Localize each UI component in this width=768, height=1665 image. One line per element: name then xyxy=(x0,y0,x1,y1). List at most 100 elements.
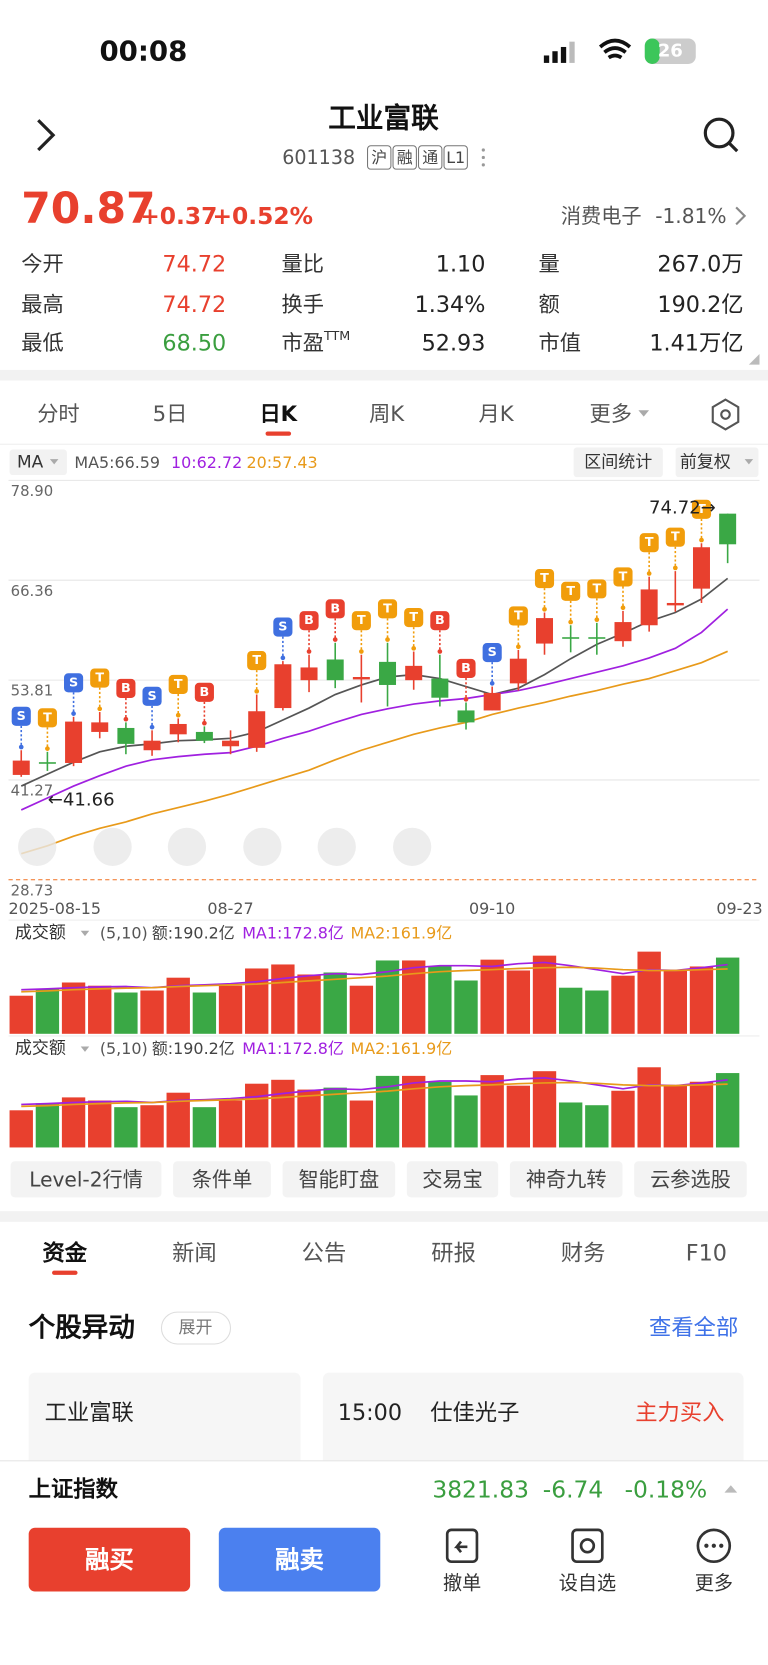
signal-marker xyxy=(273,617,293,637)
clock: 00:08 xyxy=(99,35,187,68)
signal-dot xyxy=(385,637,390,642)
more-icon[interactable] xyxy=(696,1528,732,1564)
back-button[interactable] xyxy=(37,119,56,152)
cancel-icon[interactable] xyxy=(445,1528,479,1564)
chart-control[interactable] xyxy=(167,827,207,866)
signal-marker xyxy=(482,643,502,663)
news-tab[interactable]: F10 xyxy=(686,1241,727,1267)
adjust: 前复权 xyxy=(680,452,731,472)
expand-caret[interactable] xyxy=(724,1485,738,1493)
volume-bar xyxy=(218,1100,243,1148)
alert-card[interactable] xyxy=(322,1372,744,1469)
sector-change: -1.81% xyxy=(655,204,726,228)
volume-bar xyxy=(323,972,347,1034)
signal-dot xyxy=(149,724,155,730)
signal-dot xyxy=(332,637,338,642)
settings-dot xyxy=(720,409,731,420)
ma-line xyxy=(20,650,728,855)
signal-marker xyxy=(456,658,476,679)
volume-bar xyxy=(663,970,688,1034)
sell-button[interactable] xyxy=(218,1527,381,1592)
settings-button[interactable] xyxy=(711,398,740,431)
stat-value: 74.72 xyxy=(162,252,226,278)
signal-marker xyxy=(508,606,528,626)
stat-label: 额 xyxy=(539,293,560,318)
range-stats: 区间统计 xyxy=(584,452,652,472)
news-tab[interactable]: 资金 xyxy=(42,1240,87,1267)
watch-icon[interactable] xyxy=(571,1528,604,1564)
news-tab[interactable]: 新闻 xyxy=(172,1241,217,1267)
volume-legend: MA1:172.8亿 xyxy=(242,1039,344,1058)
ma-line xyxy=(20,608,729,811)
alert-card[interactable] xyxy=(28,1372,301,1469)
volume-bar xyxy=(558,1102,583,1148)
stock-name: 工业富联 xyxy=(328,102,439,135)
y-tick-label: 53.81 xyxy=(11,682,54,700)
signal-marker xyxy=(90,668,110,688)
indicator-select[interactable] xyxy=(9,449,67,476)
feature-button[interactable] xyxy=(282,1161,396,1198)
chart-tab[interactable]: 分时 xyxy=(37,402,79,427)
chart-tab[interactable]: 月K xyxy=(478,402,514,427)
x-tick-label: 08-27 xyxy=(207,899,253,918)
feature-button[interactable] xyxy=(406,1161,499,1198)
chart-control[interactable] xyxy=(93,827,132,866)
chart-tab[interactable]: 5日 xyxy=(153,402,188,427)
chart-tab[interactable]: 日K xyxy=(259,402,298,427)
news-tab[interactable]: 公告 xyxy=(302,1241,347,1267)
view-all[interactable]: 查看全部 xyxy=(649,1315,738,1341)
chart-tab[interactable]: 周K xyxy=(369,402,405,427)
volume-bar xyxy=(715,1073,740,1148)
x-tick-label: 09-10 xyxy=(469,899,515,918)
search-button[interactable] xyxy=(703,117,739,153)
signal-dot xyxy=(97,706,103,712)
news-tab[interactable]: 财务 xyxy=(561,1241,606,1267)
chart-control[interactable] xyxy=(243,827,282,866)
dropdown-caret xyxy=(638,410,650,417)
indicator: MA xyxy=(17,452,44,472)
volume-bar xyxy=(166,1092,190,1148)
adjust-button[interactable] xyxy=(675,447,759,478)
signal-marker xyxy=(430,611,450,631)
chart-control[interactable] xyxy=(393,827,432,866)
volume-bar xyxy=(637,951,661,1034)
range-stats-button[interactable] xyxy=(573,447,663,478)
candle-body xyxy=(483,692,501,711)
buy-button[interactable] xyxy=(28,1527,191,1592)
candle-body xyxy=(352,677,370,680)
feature-label: 神奇九转 xyxy=(526,1167,607,1191)
tag-box xyxy=(367,145,392,170)
news-tab[interactable]: 研报 xyxy=(431,1241,476,1267)
y-tick-label: 41.27 xyxy=(11,782,54,800)
signal-dot xyxy=(359,649,364,654)
stat-label: 市值 xyxy=(539,331,581,356)
expand-pill[interactable] xyxy=(160,1311,232,1345)
signal-label: T xyxy=(645,535,654,550)
volume-bar xyxy=(35,988,60,1034)
signal-dot xyxy=(411,646,417,651)
feature-button[interactable] xyxy=(10,1161,162,1198)
section-title: 个股异动 xyxy=(29,1313,135,1344)
signal-label: T xyxy=(357,613,366,628)
volume-bar xyxy=(218,985,243,1034)
chart-tab[interactable]: 更多 xyxy=(590,402,632,427)
signal-dot xyxy=(699,537,704,543)
chart-control[interactable] xyxy=(18,827,57,866)
signal-marker xyxy=(168,674,188,694)
signal-dot xyxy=(542,606,547,612)
more-label: 更多 xyxy=(695,1571,733,1594)
feature-button[interactable] xyxy=(173,1161,271,1198)
signal-dot xyxy=(45,746,50,751)
ma-line xyxy=(20,577,729,787)
chart-control[interactable] xyxy=(317,827,356,866)
buy-label: 融买 xyxy=(85,1545,134,1574)
feature-button[interactable] xyxy=(509,1161,623,1198)
x-tick-label: 09-23 xyxy=(716,899,762,918)
signal-dot xyxy=(463,696,469,702)
change: +0.37 xyxy=(140,202,217,230)
candle-body xyxy=(719,513,737,545)
feature-button[interactable] xyxy=(634,1161,747,1198)
dot xyxy=(481,148,485,152)
volume-params: (5,10) xyxy=(100,923,148,942)
